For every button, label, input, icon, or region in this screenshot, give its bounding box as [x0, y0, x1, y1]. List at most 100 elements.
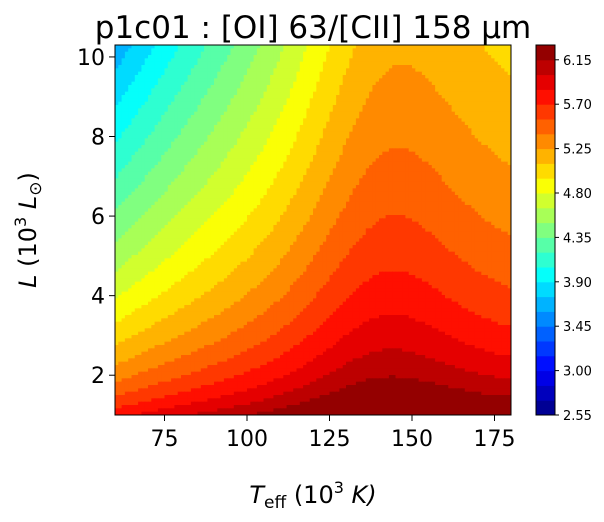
contour-cell: [293, 68, 298, 73]
contour-cell: [388, 71, 393, 76]
contour-cell: [316, 171, 321, 176]
contour-cell: [289, 105, 294, 109]
contour-cell: [154, 61, 159, 66]
contour-cell: [124, 65, 129, 69]
contour-cell: [223, 108, 228, 113]
contour-cell: [256, 78, 261, 83]
contour-cell: [458, 131, 463, 136]
contour-cell: [204, 121, 208, 126]
contour-cell: [454, 115, 459, 119]
contour-cell: [359, 148, 364, 153]
contour-cell: [313, 151, 317, 156]
contour-cell: [408, 171, 413, 176]
contour-cell: [445, 51, 449, 56]
contour-cell: [339, 111, 344, 116]
contour-cell: [388, 118, 393, 123]
contour-cell: [395, 115, 400, 119]
contour-cell: [250, 141, 255, 146]
contour-cell: [474, 168, 479, 173]
contour-cell: [121, 181, 126, 186]
contour-cell: [313, 95, 317, 99]
contour-cell: [303, 75, 307, 79]
contour-cell: [322, 91, 327, 96]
contour-cell: [289, 141, 294, 146]
contour-cell: [336, 68, 340, 73]
contour-cell: [253, 138, 258, 143]
contour-cell: [507, 98, 511, 103]
contour-cell: [369, 81, 373, 86]
contour-cell: [154, 115, 159, 119]
contour-cell: [362, 85, 367, 89]
contour-cell: [227, 158, 232, 163]
contour-cell: [395, 51, 400, 56]
contour-cell: [210, 75, 215, 79]
contour-cell: [253, 58, 258, 63]
contour-cell: [385, 58, 390, 63]
contour-cell: [454, 71, 459, 76]
contour-cell: [144, 65, 149, 69]
contour-cell: [395, 101, 400, 106]
contour-cell: [240, 101, 245, 106]
contour-cell: [385, 155, 390, 159]
contour-cell: [322, 148, 327, 153]
contour-cell: [362, 125, 367, 129]
contour-cell: [379, 75, 383, 79]
contour-cell: [148, 118, 152, 123]
contour-cell: [181, 151, 185, 156]
contour-cell: [438, 85, 443, 89]
contour-cell: [375, 171, 380, 176]
contour-cell: [474, 101, 479, 106]
contour-cell: [174, 55, 179, 59]
contour-cell: [124, 48, 129, 53]
contour-cell: [144, 161, 149, 166]
contour-cell: [408, 68, 413, 73]
contour-cell: [412, 78, 416, 83]
contour-cell: [220, 81, 225, 86]
contour-cell: [316, 51, 321, 56]
contour-cell: [445, 138, 449, 143]
contour-cell: [250, 145, 255, 149]
contour-cell: [151, 51, 156, 56]
contour-cell: [326, 58, 331, 63]
contour-cell: [220, 181, 225, 186]
contour-cell: [425, 155, 430, 159]
contour-cell: [148, 138, 152, 143]
contour-cell: [121, 51, 126, 56]
contour-cell: [438, 128, 443, 133]
contour-cell: [412, 108, 416, 113]
contour-cell: [454, 51, 459, 56]
contour-cell: [187, 61, 192, 66]
contour-cell: [134, 165, 139, 169]
contour-cell: [474, 78, 479, 83]
contour-cell: [507, 141, 511, 146]
contour-cell: [128, 48, 133, 53]
contour-cell: [478, 168, 482, 173]
contour-cell: [474, 158, 479, 163]
contour-cell: [286, 175, 291, 179]
contour-cell: [504, 148, 509, 153]
contour-cell: [418, 168, 423, 173]
contour-cell: [247, 55, 251, 59]
contour-cell: [418, 51, 423, 56]
contour-cell: [270, 151, 274, 156]
contour-cell: [240, 91, 245, 96]
contour-cell: [260, 58, 265, 63]
contour-cell: [148, 158, 152, 163]
contour-cell: [174, 118, 179, 123]
contour-cell: [481, 61, 486, 66]
contour-cell: [187, 148, 192, 153]
contour-cell: [293, 131, 298, 136]
contour-cell: [184, 105, 189, 109]
contour-cell: [379, 145, 383, 149]
contour-cell: [428, 155, 433, 159]
contour-cell: [346, 161, 350, 166]
contour-cell: [187, 45, 192, 49]
contour-cell: [481, 71, 486, 76]
contour-cell: [303, 141, 307, 146]
contour-cell: [507, 168, 511, 173]
contour-cell: [491, 51, 496, 56]
contour-cell: [167, 45, 172, 49]
contour-cell: [471, 158, 476, 163]
contour-cell: [438, 101, 443, 106]
contour-cell: [468, 175, 472, 179]
